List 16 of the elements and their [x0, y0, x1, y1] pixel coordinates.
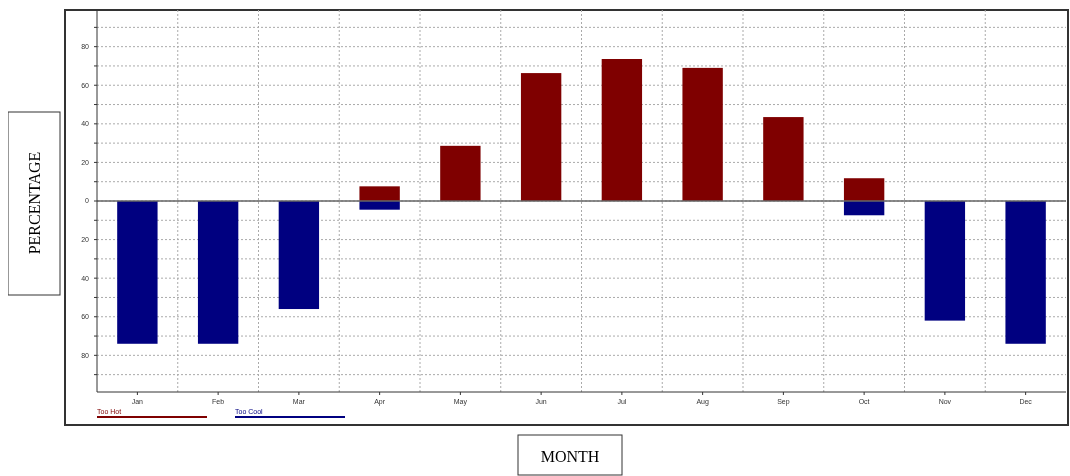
- bar: [278, 201, 320, 310]
- bar: [359, 186, 400, 201]
- x-axis-title: MONTH: [540, 448, 600, 465]
- bar: [197, 201, 239, 344]
- bar: [117, 201, 158, 344]
- bar: [520, 73, 562, 201]
- bar: [601, 59, 643, 201]
- bar: [843, 178, 885, 201]
- bar: [843, 201, 885, 216]
- bar: [1005, 201, 1046, 344]
- bar: [359, 201, 400, 210]
- bar: [924, 201, 966, 321]
- bar: [763, 117, 804, 201]
- bar: [682, 67, 723, 201]
- bar: [440, 145, 481, 201]
- y-axis-title: PERCENTAGE: [26, 151, 43, 255]
